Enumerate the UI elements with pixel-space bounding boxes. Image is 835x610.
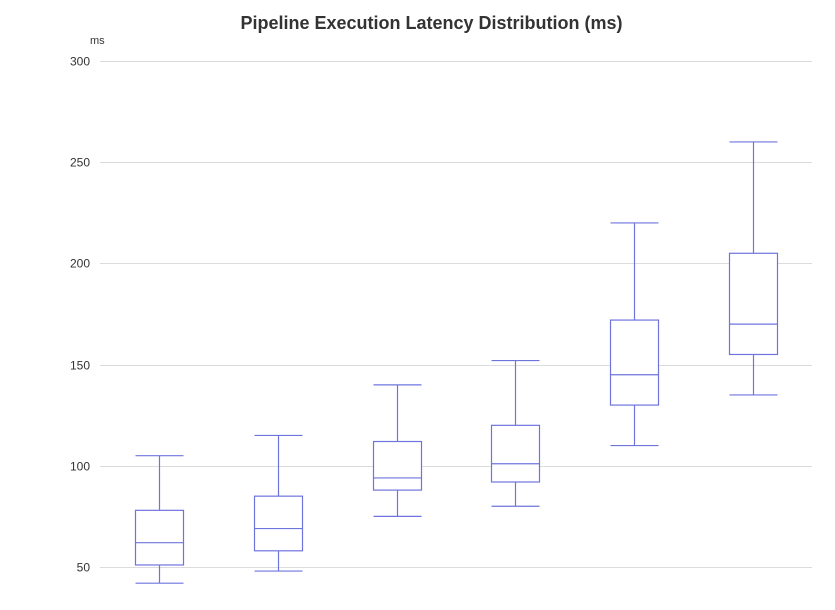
- y-axis-unit-label: ms: [90, 35, 105, 47]
- iqr-box: [728, 252, 779, 356]
- box-plot-group: [490, 359, 541, 507]
- box-series: [134, 141, 779, 584]
- y-axis: ms 50 100 150 200 250 300: [70, 35, 105, 575]
- iqr-box: [134, 509, 185, 566]
- box-plot-group: [609, 222, 660, 447]
- box-plot-group: [134, 455, 185, 584]
- iqr-box: [372, 440, 423, 491]
- y-tick-label: 300: [70, 55, 90, 69]
- y-tick-label: 250: [70, 156, 90, 170]
- chart-title: Pipeline Execution Latency Distribution …: [240, 13, 623, 33]
- grid-lines: [100, 61, 812, 568]
- iqr-box: [253, 495, 304, 552]
- box-plot-group: [372, 384, 423, 518]
- box-plot-group: [253, 434, 304, 572]
- y-tick-label: 200: [70, 257, 90, 271]
- y-tick-label: 50: [77, 561, 91, 575]
- y-tick-label: 150: [70, 359, 90, 373]
- iqr-box: [490, 424, 541, 483]
- iqr-box: [609, 319, 660, 406]
- y-tick-label: 100: [70, 460, 90, 474]
- box-plot-group: [728, 141, 779, 396]
